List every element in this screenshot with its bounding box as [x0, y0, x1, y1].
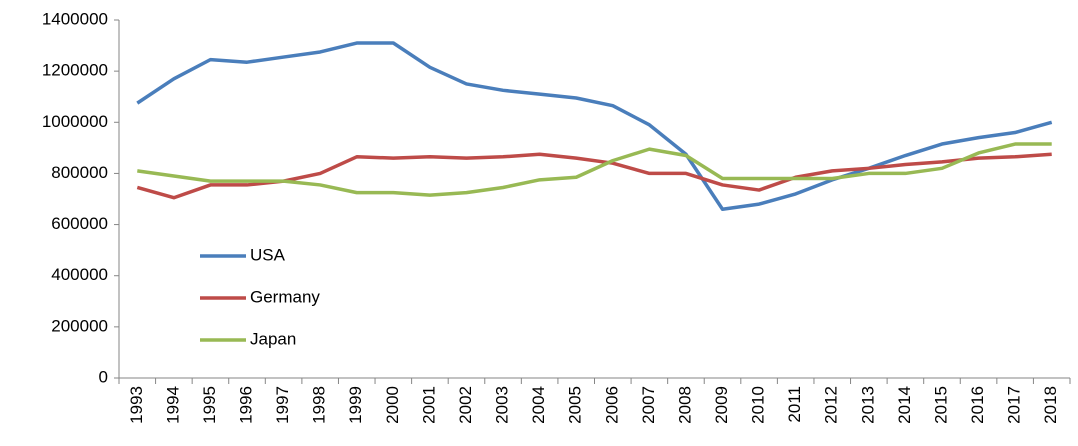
x-tick-label: 2004 — [529, 386, 548, 424]
x-tick-label: 2014 — [895, 386, 914, 424]
legend-label: Germany — [250, 287, 320, 306]
x-tick-label: 1995 — [200, 386, 219, 424]
y-tick-label: 800000 — [51, 163, 108, 182]
x-tick-label: 2016 — [968, 386, 987, 424]
x-tick-label: 1996 — [237, 386, 256, 424]
x-tick-label: 1994 — [163, 386, 182, 424]
y-tick-label: 1400000 — [42, 9, 108, 28]
x-tick-label: 2018 — [1041, 386, 1060, 424]
x-tick-label: 1993 — [127, 386, 146, 424]
series-line — [137, 142, 1052, 197]
x-tick-label: 2008 — [675, 386, 694, 424]
x-tick-label: 2015 — [931, 386, 950, 424]
x-tick-label: 2002 — [456, 386, 475, 424]
x-tick-label: 2003 — [493, 386, 512, 424]
legend-label: Japan — [250, 329, 296, 348]
x-tick-label: 1997 — [273, 386, 292, 424]
y-tick-label: 1200000 — [42, 61, 108, 80]
x-tick-label: 2017 — [1005, 386, 1024, 424]
x-tick-label: 2009 — [712, 386, 731, 424]
x-tick-label: 2012 — [822, 386, 841, 424]
x-tick-label: 2007 — [639, 386, 658, 424]
legend-label: USA — [250, 245, 286, 264]
y-tick-label: 0 — [99, 367, 108, 386]
y-tick-label: 1000000 — [42, 112, 108, 131]
x-tick-label: 2005 — [566, 386, 585, 424]
series-line — [136, 41, 1053, 211]
y-tick-label: 400000 — [51, 265, 108, 284]
x-tick-label: 1999 — [346, 386, 365, 424]
x-tick-label: 2013 — [858, 386, 877, 424]
x-tick-label: 1998 — [310, 386, 329, 424]
y-tick-label: 600000 — [51, 214, 108, 233]
series-line — [136, 152, 1052, 200]
x-tick-label: 2010 — [749, 386, 768, 424]
x-tick-label: 2006 — [602, 386, 621, 424]
x-tick-label: 2001 — [419, 386, 438, 424]
x-tick-label: 2000 — [383, 386, 402, 424]
x-tick-label: 2011 — [785, 386, 804, 423]
y-tick-label: 200000 — [51, 316, 108, 335]
